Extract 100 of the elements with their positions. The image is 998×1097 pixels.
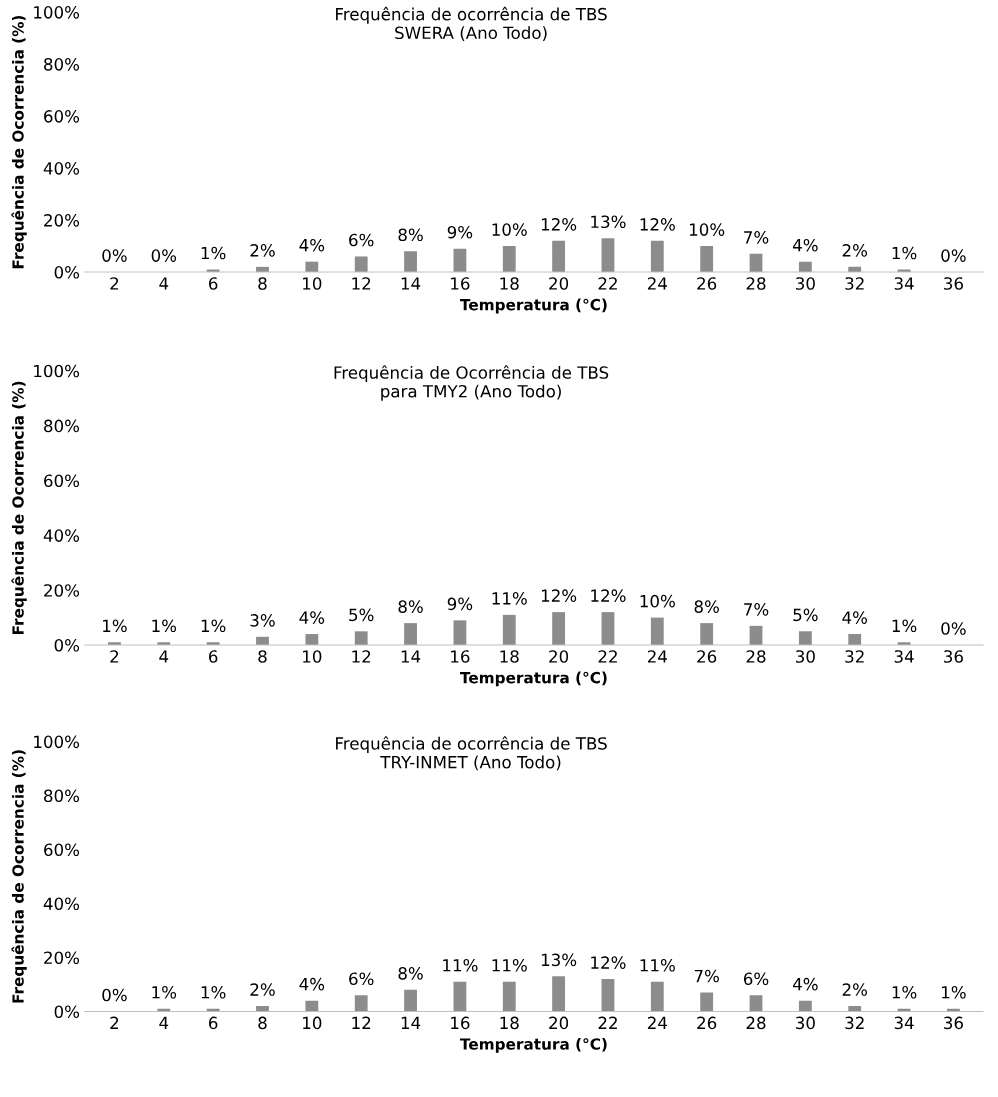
bar — [354, 995, 368, 1012]
y-tick-label: 80% — [44, 419, 80, 433]
bar — [601, 612, 615, 646]
data-label: 1% — [152, 985, 177, 999]
y-tick-label: 0% — [54, 266, 80, 279]
data-label: 4% — [792, 977, 818, 991]
data-label: 10% — [492, 223, 527, 236]
bar — [305, 1000, 319, 1012]
y-axis-title: Frequência de Ocorrencia (%) — [11, 750, 27, 1003]
x-tick-label: 6 — [209, 650, 218, 663]
data-label: 12% — [591, 956, 626, 969]
data-label: 0% — [151, 249, 177, 262]
chart-title: Frequência de ocorrência de TBS SWERA (Ano Todo) — [336, 6, 607, 42]
data-label: 4% — [299, 238, 325, 252]
chart-title: Frequência de ocorrência de TBS TRY-INMET (Ano Todo) — [336, 736, 607, 771]
x-tick-label: 18 — [500, 1016, 519, 1030]
data-label: 8% — [694, 600, 719, 613]
x-tick-label: 22 — [598, 277, 617, 290]
x-tick-label: 32 — [845, 1016, 864, 1030]
x-tick-label: 34 — [894, 277, 914, 290]
y-tick-label: 20% — [44, 951, 80, 965]
data-label: 0% — [102, 988, 127, 1002]
x-tick-label: 18 — [500, 277, 519, 290]
x-tick-label: 22 — [598, 1016, 617, 1029]
data-label: 7% — [694, 969, 719, 983]
data-label: 11% — [492, 958, 527, 972]
bar — [305, 634, 319, 646]
x-tick-label: 30 — [796, 650, 815, 663]
x-tick-label: 26 — [697, 277, 717, 290]
data-label: 10% — [640, 594, 675, 608]
x-tick-label: 28 — [746, 1016, 766, 1030]
data-label: 11% — [443, 958, 478, 972]
bar — [453, 248, 467, 273]
x-tick-label: 34 — [894, 1016, 914, 1030]
bar — [848, 634, 862, 646]
bar — [700, 992, 714, 1012]
y-tick-label: 0% — [54, 1005, 80, 1018]
x-tick-label: 32 — [845, 650, 864, 663]
x-axis-title: Temperatura (°C) — [460, 1038, 607, 1053]
data-label: 6% — [349, 233, 374, 247]
data-label: 2% — [250, 244, 275, 257]
bar — [650, 240, 664, 273]
data-label: 12% — [591, 589, 626, 602]
bar — [502, 246, 516, 273]
x-tick-label: 2 — [110, 650, 119, 663]
data-label: 9% — [447, 225, 473, 239]
y-axis-title: Frequência de Ocorrencia (%) — [11, 381, 27, 634]
x-tick-label: 14 — [401, 1016, 421, 1029]
data-label: 12% — [541, 589, 577, 602]
bar — [749, 995, 763, 1012]
data-label: 8% — [398, 228, 423, 242]
data-label: 2% — [250, 983, 275, 996]
data-label: 7% — [744, 603, 769, 616]
data-label: 1% — [103, 619, 127, 633]
bar — [354, 256, 368, 273]
data-label: 1% — [942, 985, 966, 999]
x-tick-label: 16 — [451, 277, 470, 290]
data-label: 11% — [492, 592, 527, 605]
data-label: 10% — [689, 223, 725, 236]
y-tick-label: 40% — [43, 897, 80, 911]
bar — [502, 614, 516, 646]
data-label: 0% — [941, 622, 966, 635]
x-tick-label: 20 — [549, 650, 569, 663]
bar — [601, 238, 615, 273]
data-label: 13% — [541, 953, 577, 967]
x-tick-label: 24 — [647, 1016, 667, 1029]
x-tick-label: 36 — [944, 650, 963, 663]
x-tick-label: 10 — [303, 277, 322, 290]
x-tick-label: 26 — [697, 1016, 717, 1030]
x-tick-label: 22 — [598, 650, 617, 663]
data-label: 8% — [398, 967, 423, 980]
x-tick-label: 2 — [110, 277, 119, 290]
data-label: 1% — [201, 985, 226, 999]
bar — [354, 631, 368, 646]
y-axis-title: Frequência de Ocorrencia (%) — [11, 15, 27, 269]
data-label: 2% — [842, 983, 868, 996]
bar — [700, 246, 714, 273]
data-label: 4% — [299, 611, 325, 624]
x-axis-title: Temperatura (°C) — [460, 671, 607, 687]
x-tick-label: 24 — [647, 650, 667, 663]
data-label: 1% — [892, 985, 917, 999]
y-tick-label: 100% — [34, 364, 80, 378]
bar — [453, 981, 467, 1012]
x-tick-label: 8 — [258, 277, 267, 290]
x-tick-label: 8 — [258, 650, 267, 663]
data-label: 13% — [591, 215, 626, 229]
y-tick-label: 60% — [44, 843, 80, 857]
x-tick-label: 14 — [401, 277, 421, 290]
x-tick-label: 12 — [352, 277, 371, 290]
data-label: 5% — [349, 608, 374, 622]
x-tick-label: 32 — [845, 277, 864, 290]
data-label: 1% — [201, 246, 226, 260]
data-label: 7% — [744, 231, 769, 244]
data-label: 1% — [201, 619, 226, 633]
x-tick-label: 4 — [159, 650, 169, 663]
y-tick-label: 80% — [44, 58, 80, 71]
data-label: 1% — [892, 246, 917, 260]
bar — [404, 989, 417, 1012]
x-tick-label: 12 — [352, 650, 371, 663]
x-tick-label: 10 — [303, 1016, 322, 1030]
